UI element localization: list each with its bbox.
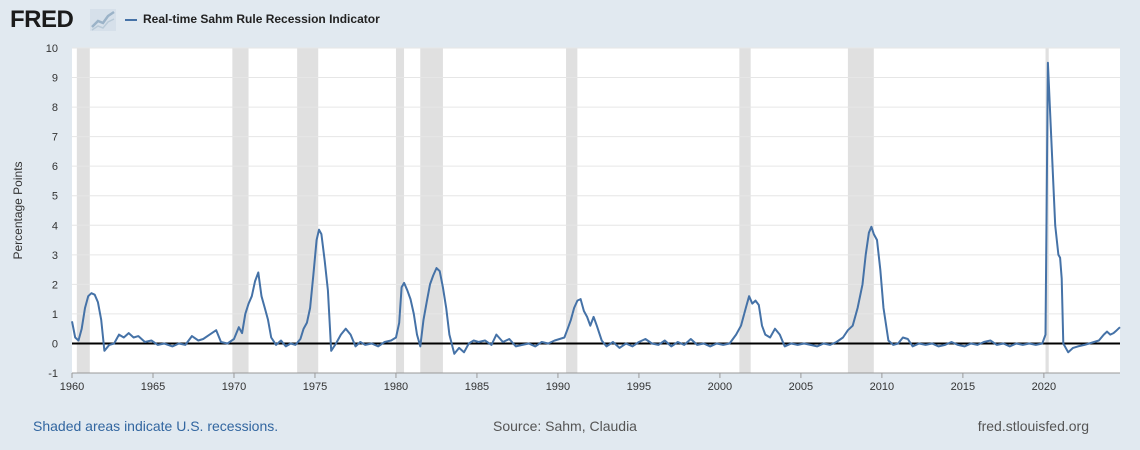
recession-note-link[interactable]: Shaded areas indicate U.S. recessions. <box>33 418 279 434</box>
recession-shade-4 <box>420 48 443 373</box>
site-link[interactable]: fred.stlouisfed.org <box>977 418 1089 434</box>
x-tick-label-2020: 2020 <box>1032 381 1056 393</box>
y-tick-label-7: 7 <box>52 132 58 144</box>
legend-label: Real-time Sahm Rule Recession Indicator <box>143 12 380 26</box>
x-tick-label-1995: 1995 <box>627 381 651 393</box>
source-text: Source: Sahm, Claudia <box>493 418 637 434</box>
x-tick-label-1975: 1975 <box>303 381 327 393</box>
x-tick-label-2010: 2010 <box>870 381 894 393</box>
line-chart[interactable]: -1 0 1 2 3 4 5 6 7 8 9 10 1960 1965 1970 1975 1980 1985 19… <box>0 0 1140 410</box>
y-tick-label-6: 6 <box>52 161 58 173</box>
x-tick-label-2015: 2015 <box>951 381 975 393</box>
chart-header: FRED Real-time Sahm Rule Recession Indic… <box>0 0 1140 40</box>
chart-line-icon <box>90 9 116 31</box>
y-tick-label-5: 5 <box>52 191 58 203</box>
y-tick-label-0: 0 <box>52 338 58 350</box>
y-tick-label-10: 10 <box>46 43 58 55</box>
y-axis-label: Percentage Points <box>11 161 25 259</box>
fred-logo[interactable]: FRED <box>10 6 74 33</box>
recession-shade-7 <box>847 48 874 373</box>
recession-shade-2 <box>297 48 319 373</box>
y-tick-label-9: 9 <box>52 73 58 85</box>
x-tick-label-1970: 1970 <box>222 381 246 393</box>
y-tick-label-8: 8 <box>52 102 58 114</box>
x-tick-label-1960: 1960 <box>60 381 84 393</box>
y-tick-label--1: -1 <box>48 368 58 380</box>
recession-shade-1 <box>232 48 249 373</box>
x-tick-label-1965: 1965 <box>141 381 165 393</box>
x-tick-label-2005: 2005 <box>789 381 813 393</box>
recession-shade-0 <box>76 48 90 373</box>
recession-shade-5 <box>566 48 578 373</box>
recession-shade-6 <box>739 48 751 373</box>
y-tick-label-3: 3 <box>52 250 58 262</box>
y-tick-label-4: 4 <box>52 220 58 232</box>
x-tick-label-1985: 1985 <box>465 381 489 393</box>
series-line-0 <box>71 61 1121 355</box>
x-tick-label-1990: 1990 <box>546 381 570 393</box>
recession-shade-3 <box>395 48 405 373</box>
legend-line-swatch <box>125 19 137 21</box>
x-tick-label-2000: 2000 <box>708 381 732 393</box>
y-tick-label-1: 1 <box>52 309 58 321</box>
y-tick-label-2: 2 <box>52 279 58 291</box>
x-tick-label-1980: 1980 <box>384 381 408 393</box>
